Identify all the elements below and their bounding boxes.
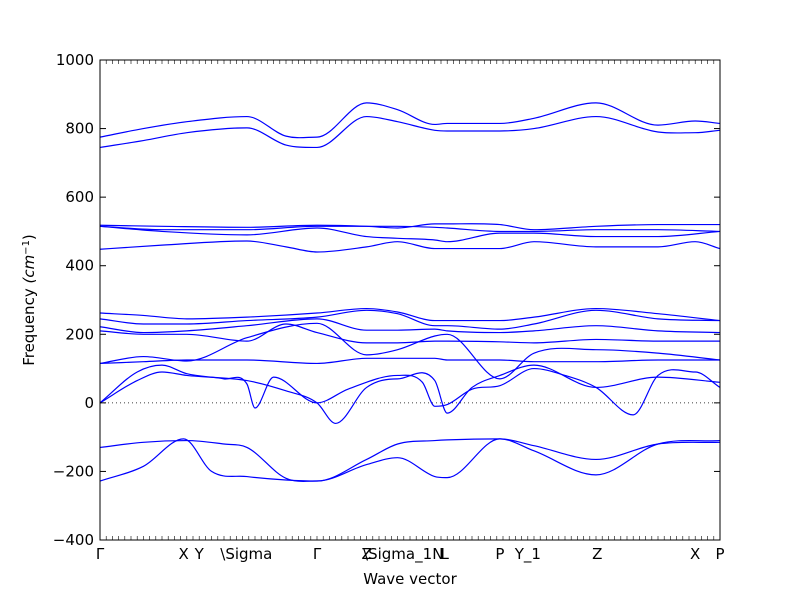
band-line-4: [99, 225, 721, 233]
y-tick-label: 600: [65, 188, 94, 206]
band-line-11: [99, 322, 721, 380]
x-axis-label: Wave vector: [363, 570, 457, 588]
x-tick-label-8: N: [432, 545, 443, 563]
x-tick-label-11: Y_1: [514, 545, 541, 564]
x-tick-label-5: Γ: [313, 545, 322, 563]
x-tick-label-14: P: [715, 545, 724, 563]
x-tick-label-6: Z: [361, 545, 371, 563]
x-tick-label-1: Γ: [96, 545, 105, 563]
tick-marks: [99, 59, 721, 541]
y-tick-label: −400: [53, 531, 94, 549]
y-axis-label: Frequency (cm−1): [20, 234, 38, 366]
x-tick-label-2: X: [179, 545, 189, 563]
band-line-16: [99, 438, 721, 482]
plot-background: [100, 60, 720, 540]
band-line-10: [99, 323, 720, 344]
y-tick-label: 0: [84, 394, 94, 412]
band-lines: [99, 102, 721, 482]
band-line-12: [99, 357, 720, 365]
y-tick-label: 400: [65, 257, 94, 275]
x-tick-label-12: Z: [592, 545, 602, 563]
band-line-2: [99, 115, 721, 149]
band-line-9: [99, 318, 721, 334]
x-tick-label-10: P: [495, 545, 504, 563]
x-tick-label-9: L: [441, 545, 450, 563]
band-line-5: [99, 225, 721, 243]
x-tick-label-7: \Sigma_1: [363, 545, 432, 564]
y-tick-label: 1000: [56, 51, 94, 69]
band-line-3: [99, 223, 720, 231]
band-line-8: [99, 309, 721, 330]
band-line-15: [99, 438, 721, 482]
y-axis-label-close: ): [20, 234, 38, 240]
band-line-1: [99, 102, 721, 139]
x-tick-label-3: Y: [194, 545, 205, 563]
y-tick-label: −200: [53, 462, 94, 480]
y-tick-label: 800: [65, 120, 94, 138]
y-axis-label-text: Frequency: [20, 284, 38, 366]
x-tick-label-4: \Sigma: [220, 545, 272, 563]
x-tick-label-13: X: [690, 545, 700, 563]
band-line-6: [99, 240, 721, 253]
y-axis-label-exponent: −1: [21, 240, 32, 255]
y-tick-label: 200: [65, 325, 94, 343]
band-line-14: [99, 364, 721, 425]
plot-area: [100, 60, 720, 540]
band-line-7: [99, 307, 721, 322]
y-axis-label-unit: (cm: [20, 255, 38, 284]
